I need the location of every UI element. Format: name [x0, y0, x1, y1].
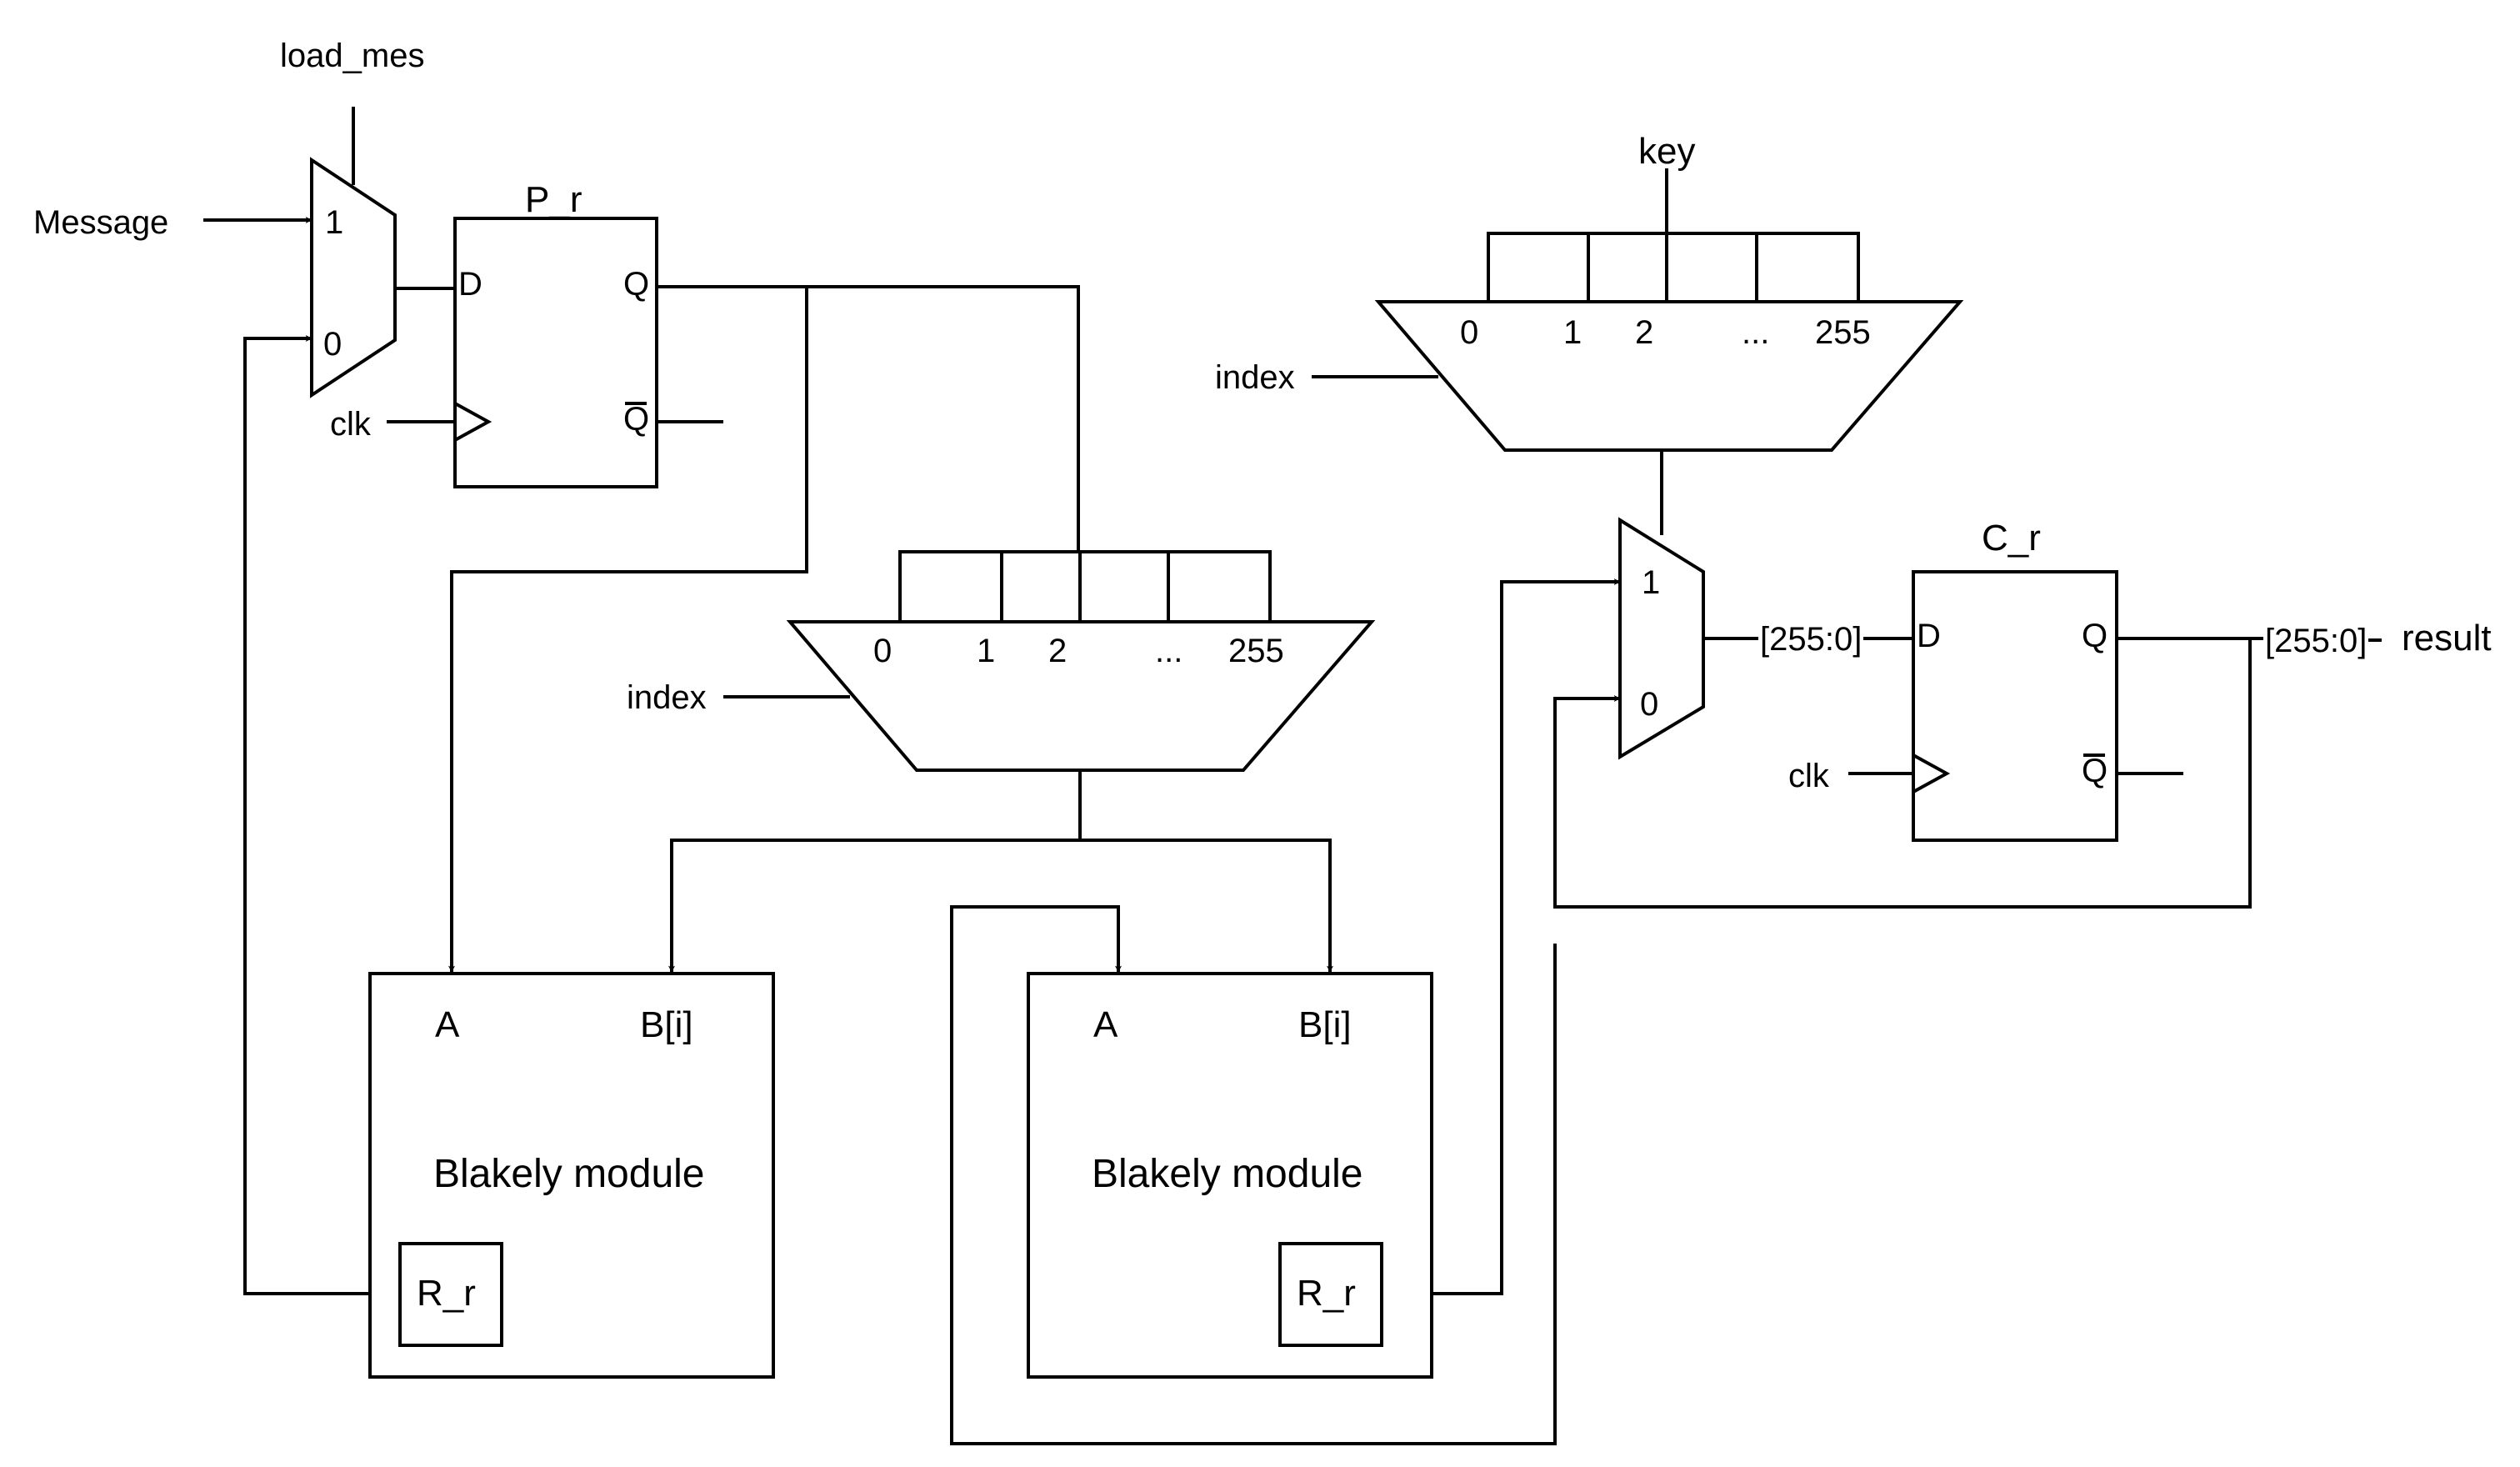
blakely-1-reg: R_r [417, 1273, 476, 1314]
label-load-mes: load_mes [280, 38, 424, 74]
blakely-1-port-a: A [435, 1004, 460, 1045]
key-select-label-1: 1 [1563, 314, 1582, 351]
mux-result-in0: 0 [1640, 686, 1658, 723]
label-result: result [2402, 618, 2492, 658]
key-select-label-2: 2 [1635, 314, 1653, 351]
wire-preg-to-blakely1-a [448, 287, 808, 973]
label-key: key [1638, 131, 1695, 172]
label-bus-c-in: [255:0] [1760, 621, 1862, 658]
p-register-d: D [458, 266, 482, 303]
p-select-label-0: 0 [873, 633, 892, 669]
key-select-label-255: 255 [1815, 314, 1871, 351]
p-select: 0 1 2 ... 255 [786, 550, 1376, 772]
c-register: C_r D Q Q [1912, 518, 2118, 842]
label-index-2: index [627, 679, 707, 716]
p-select-label-ellipsis: ... [1155, 633, 1182, 669]
wire-creg-feedback [1553, 638, 2252, 909]
c-register-d: D [1917, 618, 1941, 654]
blakely-module-1: A B[i] Blakely module R_r [368, 972, 775, 1379]
p-register-q: Q [623, 266, 649, 303]
mux-result: 1 0 [1618, 517, 1705, 760]
label-clk-1: clk [330, 406, 372, 443]
mux-message-in0: 0 [323, 326, 342, 363]
blakely-1-title: Blakely module [433, 1152, 705, 1196]
c-register-qbar: Q [2082, 753, 2108, 789]
wire-loop-to-blakely2-a [950, 905, 1557, 1445]
key-select-label-ellipsis: ... [1742, 314, 1769, 351]
key-select: 0 1 2 ... 255 [1374, 232, 1964, 452]
blakely-1-port-b: B[i] [640, 1004, 693, 1045]
p-select-label-1: 1 [977, 633, 995, 669]
wire-preg-q-to-select [657, 285, 1080, 552]
blakely-2-port-b: B[i] [1298, 1004, 1352, 1045]
p-register-title: P_r [525, 179, 582, 220]
blakely-2-reg-box [1278, 1242, 1383, 1347]
c-register-q: Q [2082, 618, 2108, 654]
wires [203, 107, 2382, 1445]
wire-rr2-to-mux [1382, 578, 1621, 1295]
label-bus-c-out: [255:0] [2265, 623, 2367, 659]
wire-rr1-feedback [243, 335, 400, 1295]
mux-message-in1: 1 [325, 204, 343, 241]
label-clk-2: clk [1788, 758, 1830, 794]
mux-message: 1 0 [310, 157, 397, 398]
wire-select-to-blakely2-b [1080, 839, 1333, 973]
label-index-1: index [1215, 359, 1295, 396]
p-register: P_r D Q Q [453, 179, 658, 488]
p-register-clock-triangle [454, 402, 492, 442]
c-register-title: C_r [1982, 518, 2041, 558]
wire-select-to-blakely1-b [668, 839, 1080, 973]
p-register-qbar: Q [623, 401, 649, 438]
blakely-2-reg: R_r [1297, 1273, 1356, 1314]
blakely-module-2: A B[i] Blakely module R_r [1027, 972, 1433, 1379]
c-register-clock-triangle [1912, 754, 1951, 794]
p-select-label-2: 2 [1048, 633, 1067, 669]
p-select-label-255: 255 [1228, 633, 1284, 669]
mux-result-in1: 1 [1642, 564, 1660, 601]
blakely-1-reg-box [398, 1242, 503, 1347]
blakely-2-title: Blakely module [1092, 1152, 1363, 1196]
key-select-label-0: 0 [1460, 314, 1478, 351]
blakely-2-port-a: A [1093, 1004, 1118, 1045]
label-message: Message [33, 204, 168, 241]
